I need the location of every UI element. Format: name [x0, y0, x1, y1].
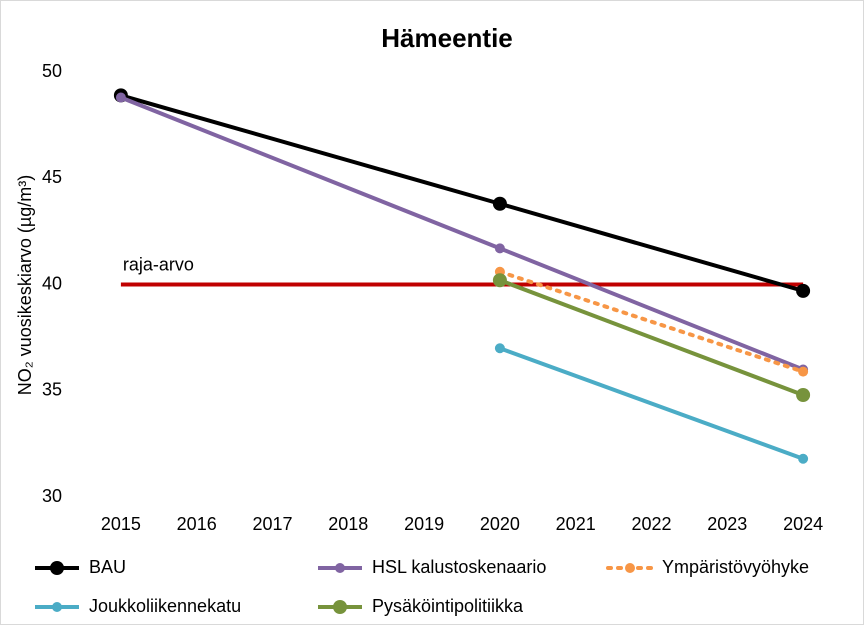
x-tick-label: 2020 [480, 514, 520, 534]
data-point [492, 273, 507, 288]
x-tick-label: 2018 [328, 514, 368, 534]
y-tick-label: 45 [42, 167, 62, 187]
legend-label: BAU [89, 557, 126, 577]
legend-label: Ympäristövyöhyke [662, 557, 809, 577]
x-tick-label: 2023 [707, 514, 747, 534]
series-line [497, 269, 806, 374]
data-point [796, 388, 811, 402]
y-axis-label: NO₂ vuosikeskiarvo (µg/m³) [15, 175, 35, 395]
data-point [798, 366, 809, 377]
x-tick-label: 2021 [556, 514, 596, 534]
y-tick-label: 40 [42, 273, 62, 293]
y-tick-label: 50 [42, 61, 62, 81]
series-line [499, 278, 804, 397]
data-point [798, 453, 809, 464]
legend-label: Joukkoliikennekatu [89, 596, 241, 616]
x-tick-label: 2022 [631, 514, 671, 534]
y-tick-label: 35 [42, 380, 62, 400]
chart-title: Hämeentie [381, 23, 513, 53]
data-point [796, 283, 811, 298]
x-tick-label: 2015 [101, 514, 141, 534]
y-tick-label: 30 [42, 486, 62, 506]
legend-marker [50, 561, 64, 575]
x-tick-label: 2017 [252, 514, 292, 534]
data-point [115, 92, 126, 103]
series-line [499, 346, 804, 461]
legend-marker [333, 600, 347, 614]
data-point [494, 343, 505, 354]
x-tick-label: 2016 [177, 514, 217, 534]
legend-marker [625, 563, 635, 573]
legend-marker [52, 602, 62, 612]
x-tick-label: 2019 [404, 514, 444, 534]
legend-marker [335, 563, 345, 573]
x-tick-label: 2024 [783, 514, 823, 534]
reference-label: raja-arvo [123, 254, 194, 274]
legend-label: HSL kalustoskenaario [372, 557, 546, 577]
data-point [492, 196, 507, 211]
data-point [494, 243, 505, 254]
legend-label: Pysäköintipolitiikka [372, 596, 524, 616]
